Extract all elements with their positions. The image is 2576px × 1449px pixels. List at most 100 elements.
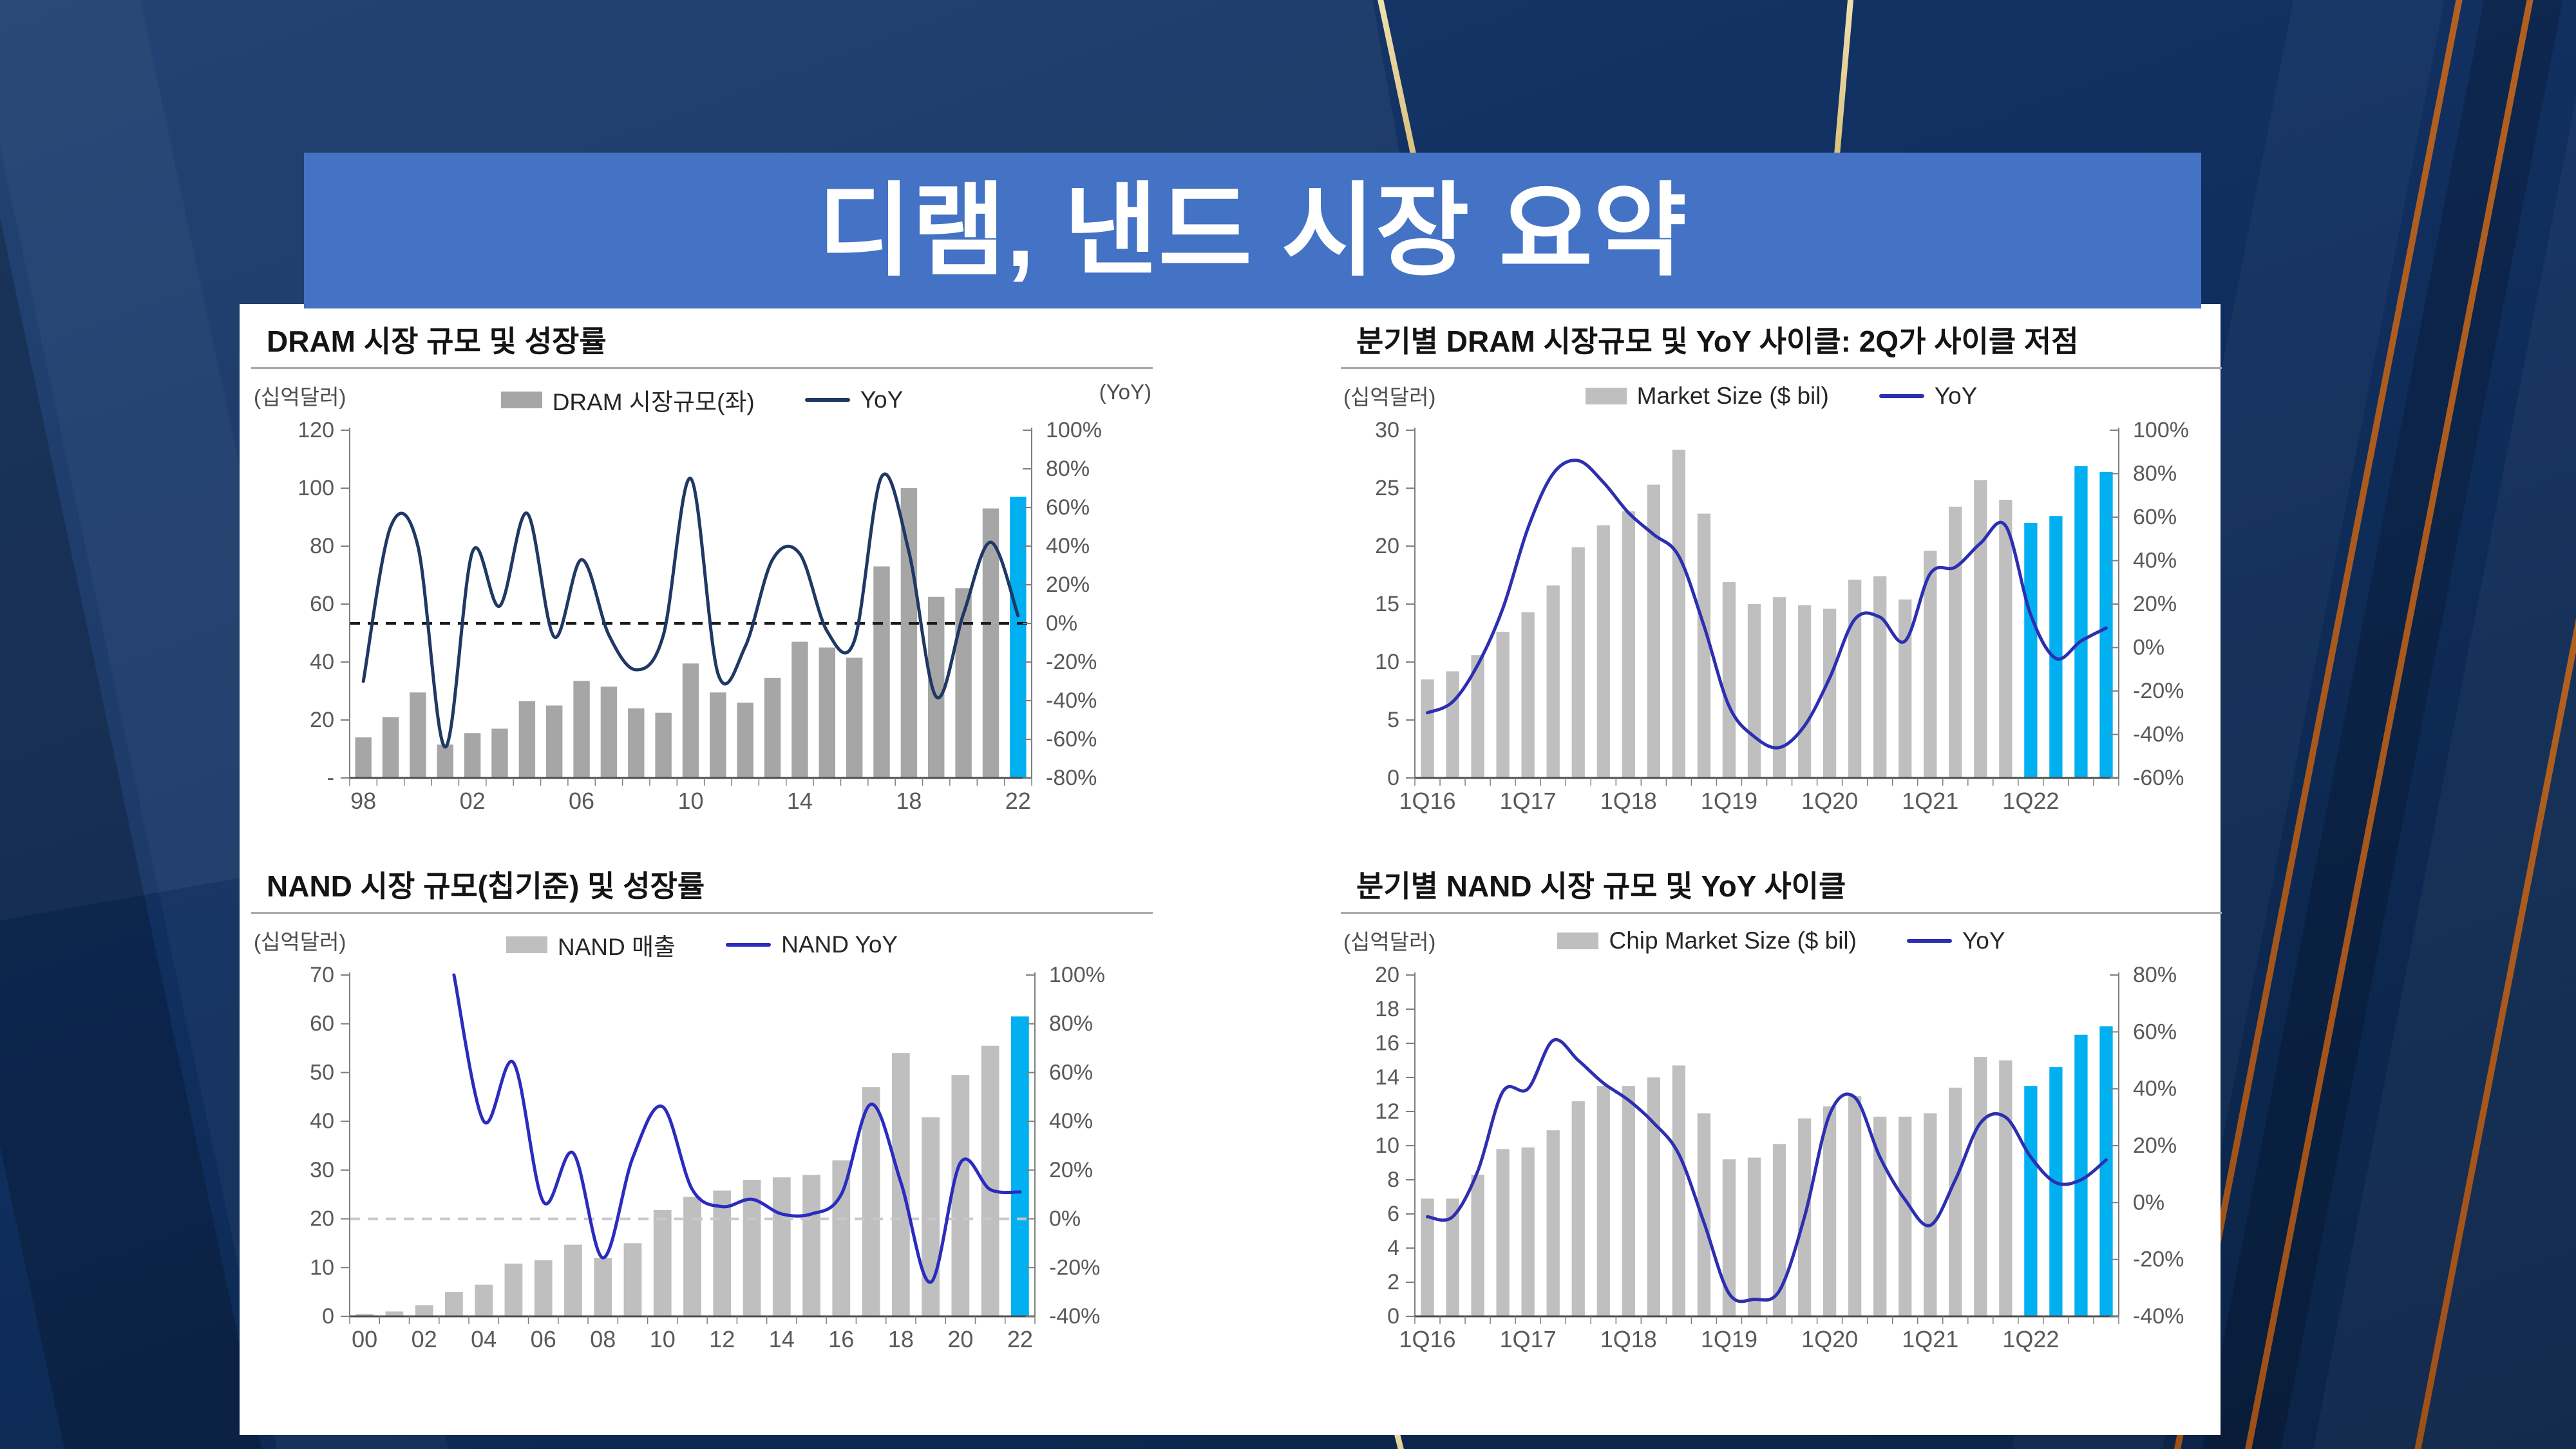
svg-text:-40%: -40% — [2133, 1304, 2184, 1329]
chart-plot: 2018161412108642080%60%40%20%0%-20%-40%1… — [1375, 963, 2184, 1352]
svg-text:-20%: -20% — [1049, 1255, 1100, 1280]
svg-text:40: 40 — [310, 1109, 334, 1133]
left-axis-unit-label: (십억달러) — [1343, 930, 1436, 954]
svg-text:-20%: -20% — [1046, 650, 1097, 674]
svg-text:80%: 80% — [1046, 457, 1090, 481]
title-underline — [251, 367, 1153, 369]
svg-text:10: 10 — [1375, 1133, 1399, 1158]
legend-item: Chip Market Size ($ bil) — [1557, 927, 1857, 954]
chart-nand-annual-market-size-growth: NAND 시장 규모(칩기준) 및 성장률 (십억달러) NAND 매출 NAND… — [251, 862, 1153, 1370]
svg-text:1Q16: 1Q16 — [1399, 1326, 1455, 1352]
legend-label: DRAM 시장규모(좌) — [552, 389, 755, 415]
svg-text:4: 4 — [1387, 1236, 1399, 1260]
svg-text:0: 0 — [1387, 1304, 1399, 1329]
svg-text:80%: 80% — [2133, 462, 2177, 486]
svg-text:22: 22 — [1005, 788, 1031, 814]
svg-text:20%: 20% — [1049, 1158, 1093, 1182]
svg-text:14: 14 — [1375, 1065, 1399, 1090]
svg-text:16: 16 — [828, 1326, 854, 1352]
legend-item: YoY — [1906, 927, 2005, 954]
chart-plot: 120 100 80 60 40 20 - 100% 80% 60% 40% 20% 0% -20% -40… — [298, 418, 1102, 814]
svg-text:120: 120 — [298, 418, 334, 442]
chart-legend: Chip Market Size ($ bil) YoY — [1341, 927, 2222, 954]
svg-text:30: 30 — [1375, 418, 1399, 442]
svg-text:20: 20 — [1375, 963, 1399, 987]
svg-text:1Q20: 1Q20 — [1801, 1326, 1858, 1352]
svg-text:0%: 0% — [2133, 1190, 2164, 1215]
chart-legend: DRAM 시장규모(좌) YoY — [251, 383, 1153, 417]
chart-dram-annual-market-size-growth: DRAM 시장 규모 및 성장률 (십억달러) (YoY) DRAM 시장규모(… — [251, 317, 1153, 832]
svg-text:18: 18 — [1375, 997, 1399, 1021]
svg-text:-60%: -60% — [2133, 766, 2184, 790]
left-axis-unit-label: (십억달러) — [254, 930, 346, 954]
chart-title: DRAM 시장 규모 및 성장률 — [267, 325, 607, 358]
svg-text:20: 20 — [947, 1326, 973, 1352]
svg-text:-80%: -80% — [1046, 766, 1097, 790]
svg-text:1Q21: 1Q21 — [1902, 788, 1958, 814]
chart-legend: NAND 매출 NAND YoY — [251, 927, 1153, 962]
legend-line-swatch — [1906, 939, 1952, 943]
svg-text:04: 04 — [471, 1326, 497, 1352]
svg-text:15: 15 — [1375, 592, 1399, 616]
svg-text:100%: 100% — [1049, 963, 1105, 987]
svg-text:0%: 0% — [1049, 1207, 1081, 1231]
svg-text:1Q17: 1Q17 — [1500, 788, 1557, 814]
legend-bar-swatch — [1585, 388, 1627, 404]
legend-line-swatch — [804, 398, 850, 402]
svg-text:16: 16 — [1375, 1031, 1399, 1056]
svg-text:8: 8 — [1387, 1168, 1399, 1192]
chart-legend: Market Size ($ bil) YoY — [1341, 383, 2222, 410]
svg-text:98: 98 — [350, 788, 376, 814]
svg-text:40%: 40% — [1049, 1109, 1093, 1133]
svg-text:-20%: -20% — [2133, 1247, 2184, 1272]
slide-title: 디램, 낸드 시장 요약 — [817, 175, 1688, 288]
svg-text:2: 2 — [1387, 1270, 1399, 1294]
svg-text:80%: 80% — [2133, 963, 2177, 987]
svg-text:60: 60 — [310, 592, 334, 616]
svg-text:1Q16: 1Q16 — [1399, 788, 1455, 814]
svg-text:-20%: -20% — [2133, 679, 2184, 703]
svg-text:100: 100 — [298, 476, 334, 500]
legend-item: Market Size ($ bil) — [1585, 383, 1829, 410]
chart-title: NAND 시장 규모(칩기준) 및 성장률 — [267, 869, 705, 903]
svg-text:100%: 100% — [2133, 418, 2189, 442]
svg-text:40: 40 — [310, 650, 334, 674]
svg-text:10: 10 — [310, 1255, 334, 1280]
chart-plot: 30 25 20 15 10 5 0 100% 80% 60% 40% 20% 0% -20% -40% -6… — [1375, 418, 2189, 814]
svg-text:12: 12 — [1375, 1099, 1399, 1124]
title-underline — [1341, 912, 2222, 914]
legend-bar-swatch — [1557, 933, 1599, 949]
legend-item: YoY — [804, 386, 903, 413]
svg-text:-40%: -40% — [1049, 1304, 1100, 1329]
chart-nand-quarterly-yoy-cycle: 분기별 NAND 시장 규모 및 YoY 사이클 (십억달러) Chip Mar… — [1341, 862, 2222, 1370]
chart-title: 분기별 DRAM 시장규모 및 YoY 사이클: 2Q가 사이클 저점 — [1356, 325, 2079, 358]
svg-text:1Q19: 1Q19 — [1701, 788, 1757, 814]
svg-text:60%: 60% — [2133, 1019, 2177, 1044]
svg-text:80%: 80% — [1049, 1012, 1093, 1036]
svg-text:40%: 40% — [1046, 534, 1090, 558]
gold-accent-line — [1832, 0, 1855, 178]
svg-text:60: 60 — [310, 1012, 334, 1036]
svg-text:1Q20: 1Q20 — [1801, 788, 1858, 814]
svg-text:80: 80 — [310, 534, 334, 558]
svg-text:1Q19: 1Q19 — [1701, 1326, 1757, 1352]
svg-text:00: 00 — [352, 1326, 377, 1352]
left-axis-unit-label: (십억달러) — [1343, 385, 1436, 409]
legend-item: YoY — [1879, 383, 1978, 410]
svg-text:12: 12 — [709, 1326, 735, 1352]
svg-text:70: 70 — [310, 963, 334, 987]
legend-label: NAND YoY — [781, 931, 898, 958]
svg-text:60%: 60% — [1046, 495, 1090, 520]
svg-text:02: 02 — [412, 1326, 437, 1352]
legend-label: NAND 매출 — [557, 934, 676, 960]
svg-text:6: 6 — [1387, 1202, 1399, 1226]
legend-label: YoY — [1934, 383, 1978, 409]
svg-text:60%: 60% — [2133, 505, 2177, 529]
svg-text:20%: 20% — [2133, 592, 2177, 616]
svg-text:06: 06 — [531, 1326, 556, 1352]
svg-text:-40%: -40% — [2133, 723, 2184, 747]
svg-text:1Q18: 1Q18 — [1600, 788, 1657, 814]
legend-line-swatch — [1879, 394, 1924, 398]
svg-text:10: 10 — [677, 788, 703, 814]
